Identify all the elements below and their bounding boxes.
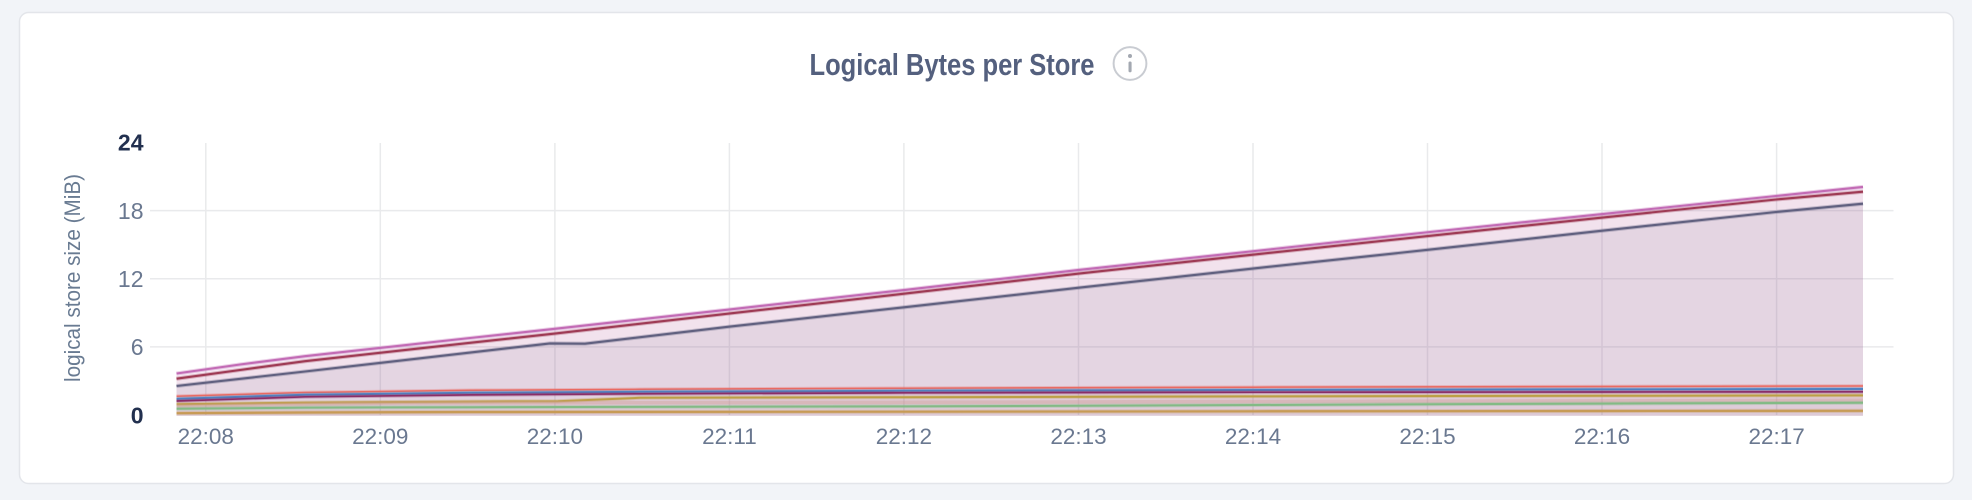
svg-text:22:11: 22:11 — [702, 424, 757, 449]
svg-text:22:12: 22:12 — [876, 424, 932, 449]
svg-text:12: 12 — [118, 266, 144, 292]
svg-text:22:10: 22:10 — [527, 424, 583, 449]
svg-text:22:17: 22:17 — [1748, 424, 1804, 449]
svg-text:0: 0 — [131, 403, 144, 429]
svg-text:18: 18 — [118, 198, 144, 224]
svg-text:22:09: 22:09 — [352, 424, 408, 449]
svg-text:22:16: 22:16 — [1574, 424, 1630, 449]
svg-text:22:13: 22:13 — [1050, 424, 1106, 449]
svg-text:22:08: 22:08 — [178, 424, 234, 449]
svg-text:22:14: 22:14 — [1225, 424, 1281, 449]
svg-text:6: 6 — [131, 334, 144, 360]
svg-text:logical store size (MiB): logical store size (MiB) — [60, 174, 85, 382]
svg-text:Logical Bytes per Store: Logical Bytes per Store — [810, 47, 1095, 82]
svg-text:24: 24 — [118, 130, 144, 156]
svg-text:22:15: 22:15 — [1399, 424, 1455, 449]
